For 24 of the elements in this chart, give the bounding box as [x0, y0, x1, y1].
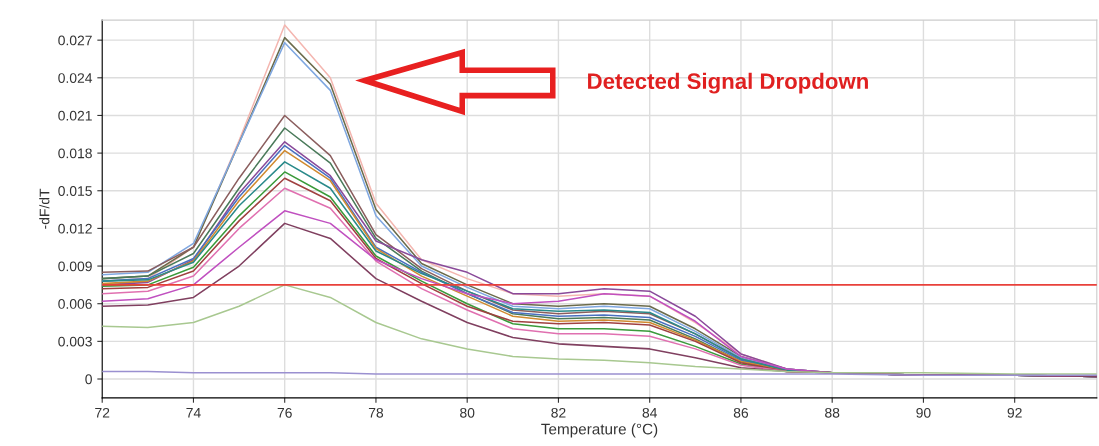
x-tick-label: 90	[916, 407, 931, 418]
y-tick-label: 0.009	[58, 261, 92, 272]
y-tick-label: 0.006	[58, 299, 92, 309]
y-axis-title: -dF/dT	[39, 188, 50, 229]
x-tick-label: 74	[186, 408, 201, 418]
y-tick-label: 0.021	[58, 110, 92, 121]
y-tick-label: 0.012	[58, 223, 92, 234]
annotation: Detected Signal Dropdown	[588, 72, 868, 94]
y-tick-label: 0.015	[58, 186, 92, 196]
y-tick-label: 0.024	[58, 73, 93, 83]
x-tick-label: 80	[460, 407, 475, 418]
x-tick-label: 78	[368, 407, 384, 418]
x-tick-label: 72	[95, 407, 110, 418]
x-tick-label: 82	[551, 407, 566, 418]
x-tick-label: 88	[825, 407, 840, 418]
y-tick-label: 0.003	[58, 336, 92, 347]
x-tick-label: 92	[1007, 407, 1022, 418]
x-tick-label: 76	[277, 407, 292, 418]
x-tick-label: 84	[642, 407, 658, 418]
y-tick-label: 0.018	[58, 148, 92, 159]
x-axis-title: Temperature (°C)	[541, 423, 658, 438]
y-tick-label: 0	[85, 374, 92, 385]
y-tick-label: 0.027	[58, 35, 92, 46]
x-tick-label: 86	[733, 407, 749, 418]
